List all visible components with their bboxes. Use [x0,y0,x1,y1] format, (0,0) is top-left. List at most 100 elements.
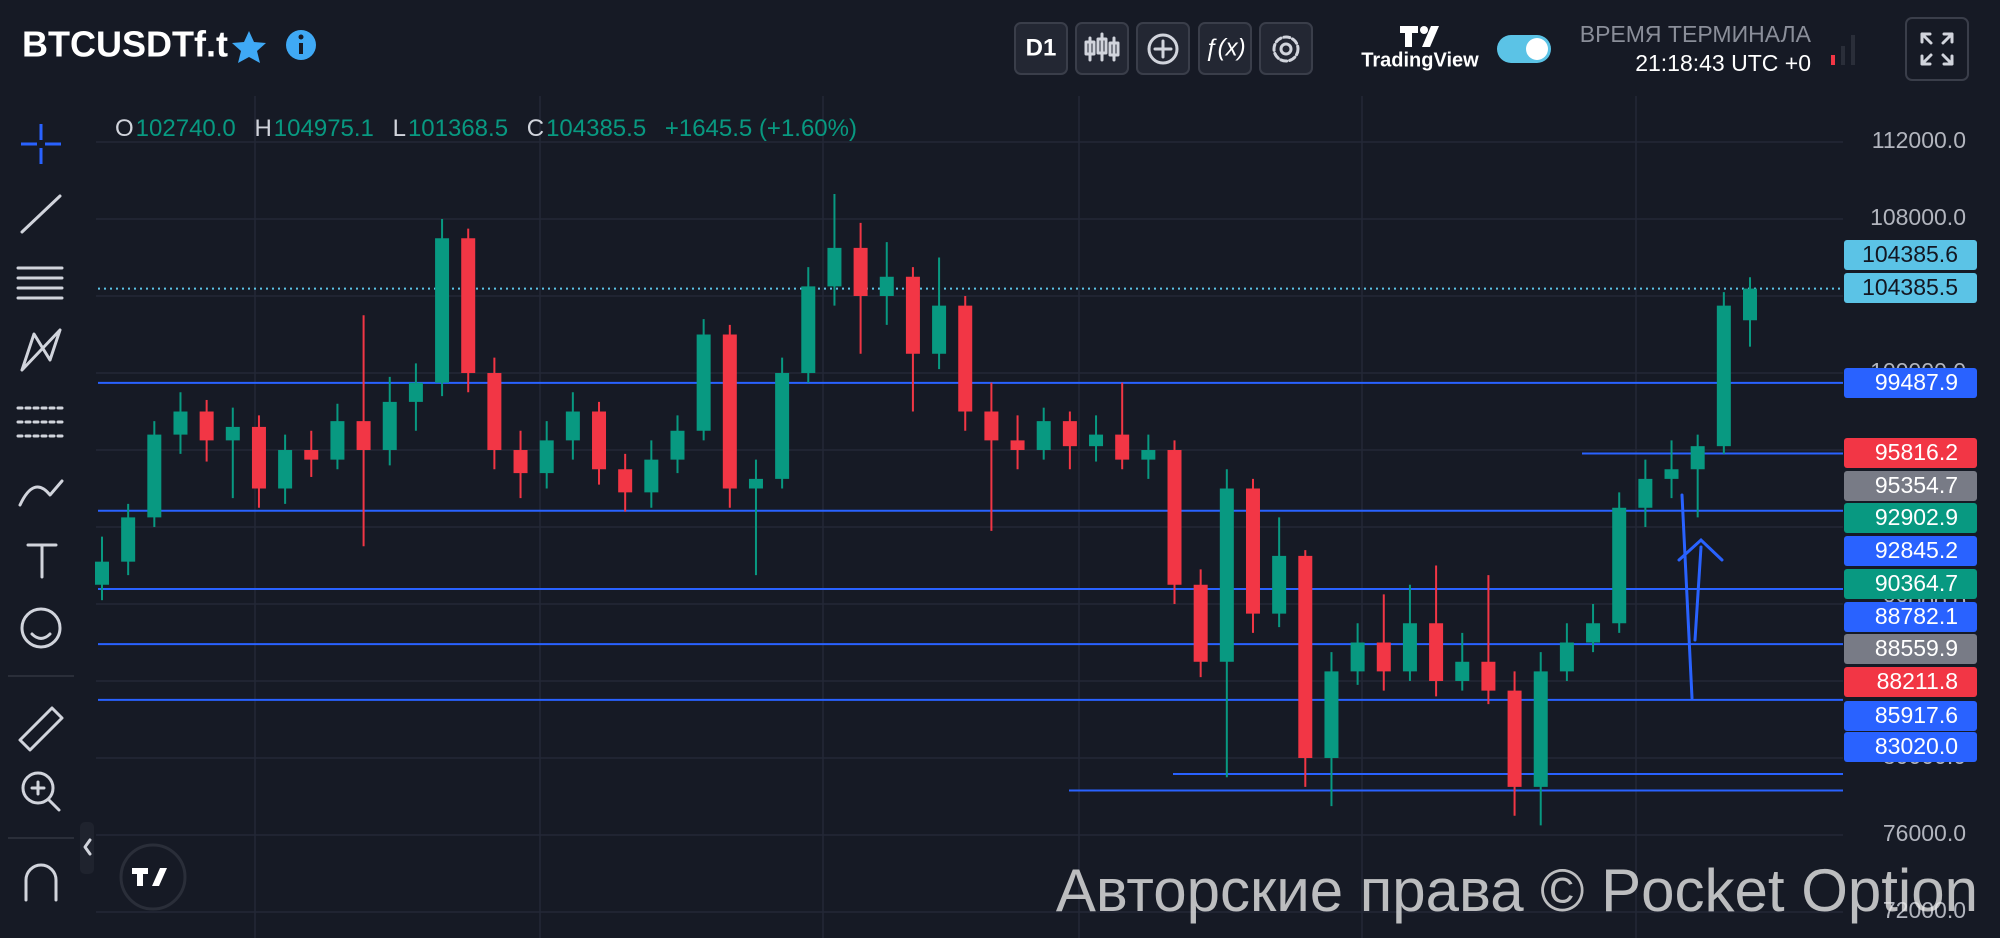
price-badge [1844,634,1977,664]
candle-body [304,450,319,460]
terminal-time-label: ВРЕМЯ ТЕРМИНАЛА [1580,21,1812,47]
candle-body [199,411,214,441]
candle-body [251,426,266,489]
emoji-tool[interactable] [20,607,62,649]
candle-body [696,334,711,431]
toggle-knob [1526,38,1548,60]
candle-body [775,373,790,479]
candle-body [748,478,763,489]
candle-body [879,276,894,297]
tv-badge[interactable] [119,843,187,911]
price-badge-label: 90364.7 [1875,570,1958,596]
candle-body [1141,450,1156,460]
fib-tool[interactable] [16,266,64,300]
candle-body [1167,450,1182,585]
text-tool[interactable] [26,543,58,579]
price-badge [1844,471,1977,501]
symbol[interactable]: BTCUSDTf.t [22,24,228,65]
candle-body [592,411,607,470]
price-badge [1844,732,1977,762]
candle-body [1193,584,1208,662]
price-badge [1844,503,1977,533]
timeframe-label: D1 [1026,34,1057,61]
brush-tool[interactable] [18,479,64,507]
candle-body [382,401,397,451]
drawn-arrow [1677,493,1724,700]
candle-body [722,334,737,489]
candle-body [1481,661,1496,691]
price-badge-label: 83020.0 [1875,733,1958,759]
price-badge [1844,569,1977,599]
pattern-tool[interactable] [20,328,62,372]
price-axis: 112000.0108000.0104000.0100000.096000.09… [1844,127,1977,923]
candle-body [1743,288,1757,321]
price-badge [1844,368,1977,398]
grid [254,96,1637,938]
candle-body [147,434,162,518]
candle-body [958,305,973,412]
price-badge-label: 95816.2 [1875,439,1958,465]
settings-icon [1279,42,1293,56]
y-tick-label: 108000.0 [1870,204,1966,230]
candle-body [435,238,450,383]
candle-body [932,305,947,354]
emoji-tool [30,632,52,640]
price-badge-label: 99487.9 [1875,369,1958,395]
price-badge-label: 92902.9 [1875,504,1958,530]
candle-body [408,382,423,402]
candle-body [644,459,659,493]
trendline-tool[interactable] [20,194,62,234]
price-badge [1844,667,1977,697]
candle-body [1716,305,1731,447]
add-icon [1147,33,1179,65]
candle-body [565,411,580,441]
candles-icon [1084,40,1096,56]
tv-logo [1420,26,1428,34]
info-glyph [298,34,304,40]
candle-body [487,373,502,451]
fullscreen-button[interactable] [1905,17,1969,81]
info-glyph [299,43,303,54]
candle-body [1089,434,1104,447]
candle-body [225,426,240,441]
chart [95,141,1843,913]
favorite-star[interactable] [232,31,266,63]
indicators-button[interactable] [1198,22,1252,75]
candle-body [1402,623,1417,672]
candle-body [1115,434,1130,460]
ruler-tool[interactable] [18,706,64,752]
candle-body [905,276,920,354]
price-badge [1844,240,1977,270]
candle-body [356,421,371,451]
candle-body [1612,507,1627,624]
candle-body [1559,642,1574,672]
prediction-tool[interactable] [16,406,64,438]
tv-logo [1400,26,1439,47]
timeframe-button[interactable] [1014,22,1068,75]
candle-body [853,247,868,297]
price-badge-label: 85917.6 [1875,702,1958,728]
candle-body [1429,623,1444,682]
settings-button[interactable] [1259,22,1313,75]
watermark: Авторские права © Pocket Option [1056,857,1978,924]
price-badge [1844,602,1977,632]
candle-body [1664,469,1679,479]
price-badge [1844,536,1977,566]
candle-body [1350,642,1365,672]
candle-body [1638,478,1653,508]
candles-icon [1096,37,1108,55]
crosshair-gap [37,140,45,148]
indicators-label: ƒ(x) [1204,34,1245,61]
candle-body [618,469,633,493]
y-tick-label: 76000.0 [1883,820,1966,846]
candle-body [1298,555,1313,759]
price-badge-label: 88559.9 [1875,635,1958,661]
candle-body [539,440,554,474]
signal-bar [1841,46,1845,65]
zoom-tool[interactable] [21,771,55,805]
magnet-tool[interactable] [24,863,58,902]
price-badge [1844,273,1977,303]
candle-body [670,430,685,460]
